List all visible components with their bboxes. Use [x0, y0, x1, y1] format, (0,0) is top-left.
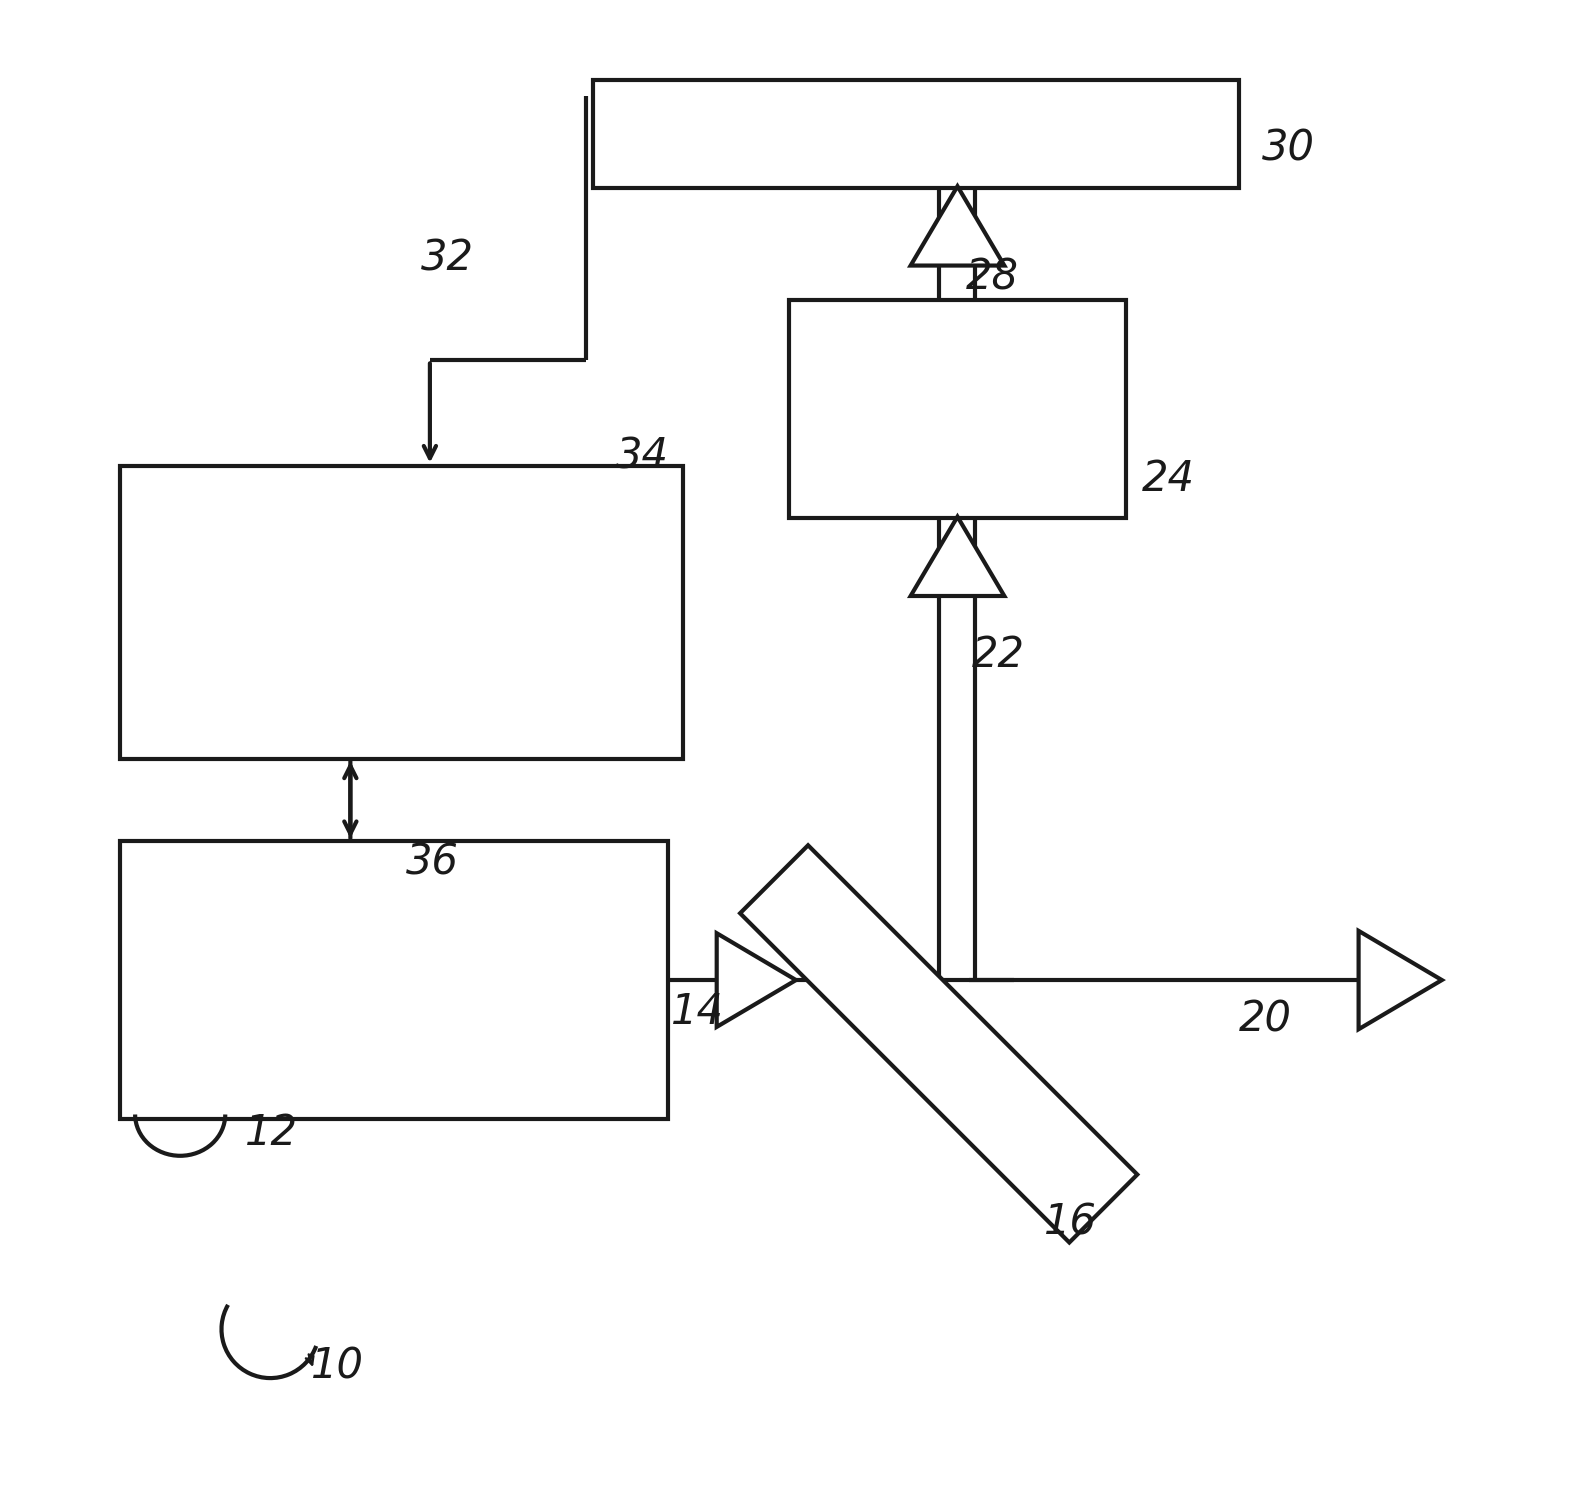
Text: 22: 22: [971, 634, 1025, 676]
Bar: [788, 300, 1126, 518]
Text: 24: 24: [1142, 458, 1194, 500]
Bar: [593, 80, 1240, 188]
Polygon shape: [910, 186, 1005, 266]
Text: 16: 16: [1044, 1202, 1098, 1244]
Text: 36: 36: [405, 841, 459, 883]
Polygon shape: [716, 933, 796, 1027]
Bar: [120, 466, 683, 759]
Text: 14: 14: [672, 991, 724, 1033]
Polygon shape: [910, 517, 1005, 596]
Text: 28: 28: [965, 257, 1019, 299]
Text: 12: 12: [244, 1111, 298, 1154]
Text: 30: 30: [1262, 128, 1315, 170]
Polygon shape: [740, 846, 1137, 1242]
Text: 34: 34: [615, 436, 669, 478]
Text: 20: 20: [1240, 999, 1292, 1041]
Bar: [120, 841, 669, 1119]
Text: 32: 32: [421, 237, 473, 279]
Text: 10: 10: [311, 1346, 364, 1388]
Polygon shape: [1359, 931, 1441, 1029]
